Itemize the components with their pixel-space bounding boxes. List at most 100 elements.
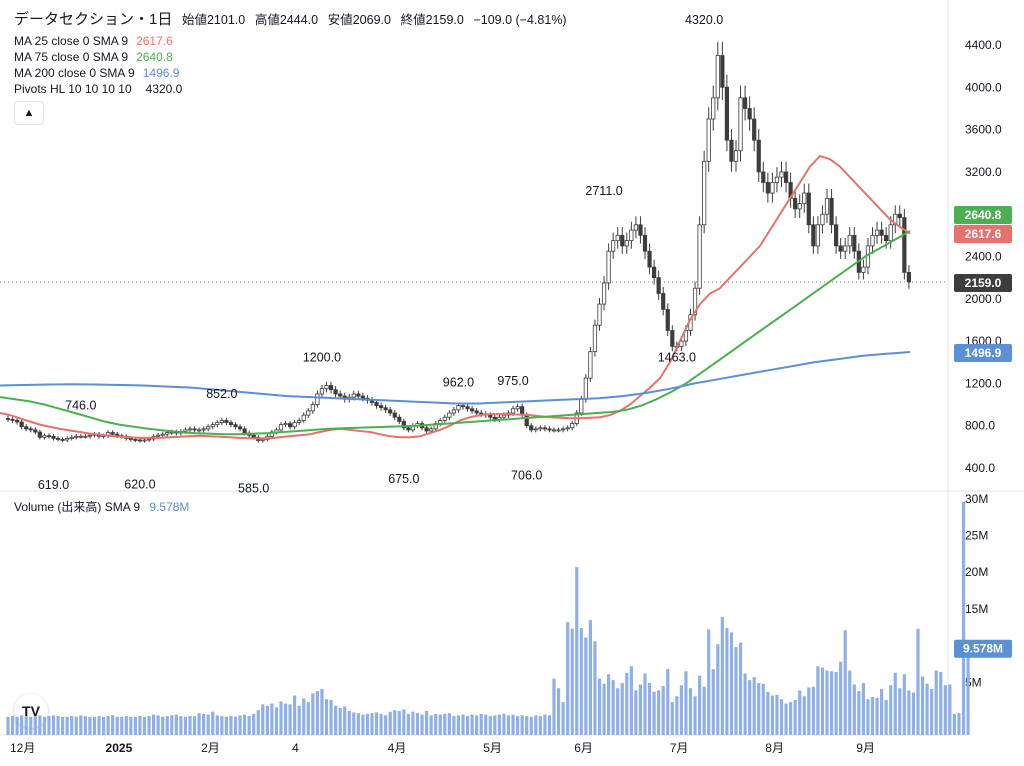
legend-pivots[interactable]: Pivots HL 10 10 10 10 4320.0 [14, 81, 182, 97]
collapse-legend-button[interactable]: ▲ [14, 101, 44, 125]
volume-bar [461, 714, 465, 735]
candle-body [46, 435, 52, 438]
volume-bar [688, 688, 693, 735]
candle-body [570, 423, 575, 429]
legend-ma25[interactable]: MA 25 close 0 SMA 9 2617.6 [14, 33, 173, 49]
legend-ma25-value: 2617.6 [136, 34, 173, 48]
chart-title: データセクション・1日 始値2101.0 高値2444.0 安値2069.0 終… [14, 8, 567, 29]
volume-bar [343, 706, 347, 735]
candle-body [606, 250, 611, 284]
volume-bar [843, 630, 847, 735]
candle-body [633, 224, 639, 231]
candle-body [187, 428, 193, 431]
volume-bar [825, 670, 829, 735]
volume-bar [579, 627, 583, 735]
volume-bar [625, 672, 629, 735]
candle-body [474, 410, 479, 414]
pivot-label: 2711.0 [585, 184, 622, 198]
tradingview-logo-icon[interactable]: TV [14, 694, 48, 728]
candle-body [224, 420, 229, 423]
ma-line-ma200 [0, 351, 911, 405]
volume-bar [165, 716, 169, 735]
volume-bar [720, 616, 724, 735]
legend-ma75[interactable]: MA 75 close 0 SMA 9 2640.8 [14, 49, 173, 65]
candle-body [65, 437, 70, 441]
price-tick-label: 4400.0 [965, 38, 1002, 52]
candle-body [78, 435, 83, 438]
candle-body [897, 213, 902, 218]
volume-bar [138, 716, 142, 735]
candle-body [711, 97, 716, 120]
candle-body [884, 234, 889, 242]
legend-ma200[interactable]: MA 200 close 0 SMA 9 1496.9 [14, 65, 179, 81]
candle-body [133, 439, 138, 441]
candle-body [815, 224, 821, 247]
candle-body [697, 224, 702, 289]
volume-bar [38, 715, 42, 735]
volume-legend[interactable]: Volume (出来高) SMA 9 9.578M [14, 498, 189, 515]
volume-bar [839, 661, 843, 735]
volume-bar [834, 672, 838, 735]
volume-bar [179, 716, 183, 735]
volume-bar [220, 716, 224, 735]
volume-bar [738, 642, 743, 735]
candle-body [665, 308, 670, 331]
candle-body [392, 412, 397, 418]
volume-bar [939, 672, 943, 735]
volume-bar [952, 713, 956, 735]
volume-bar [752, 677, 756, 735]
volume-bar [930, 688, 934, 735]
volume-bar [789, 702, 793, 735]
volume-bar [24, 716, 28, 735]
candle-body [802, 192, 807, 205]
candle-body [5, 418, 11, 420]
volume-bar [6, 716, 10, 735]
price-badge-label: 2640.8 [965, 208, 1002, 222]
volume-bar [33, 716, 37, 735]
volume-bar [111, 715, 115, 735]
volume-bar [957, 713, 961, 735]
candle-body [638, 224, 643, 236]
volume-bar [820, 667, 825, 735]
candle-body [338, 393, 343, 397]
volume-bar [274, 707, 279, 735]
candle-body [83, 435, 88, 438]
volume-bar [161, 716, 165, 735]
candle-body [283, 423, 288, 426]
volume-bar [502, 713, 506, 735]
candle-body [146, 438, 152, 441]
volume-bar [397, 710, 401, 735]
volume-bar [807, 687, 811, 735]
candle-body [611, 240, 616, 252]
volume-bar [293, 695, 297, 735]
volume-bar [647, 683, 652, 735]
candle-body [356, 393, 361, 397]
volume-bar [829, 671, 834, 735]
volume-bar [283, 703, 288, 735]
volume-bar [566, 622, 570, 735]
candle-body [24, 426, 29, 430]
volume-bar [402, 709, 406, 735]
candle-body [761, 171, 766, 183]
candle-body [128, 437, 133, 440]
time-tick-label: 5月 [483, 741, 502, 755]
volume-bar [288, 704, 292, 735]
price-badge-label: 2617.6 [965, 227, 1002, 241]
volume-bar [347, 710, 351, 735]
candle-body [838, 245, 843, 252]
volume-bar [97, 716, 101, 735]
candle-body [551, 429, 557, 432]
volume-bar [133, 716, 137, 735]
legend-ma200-label: MA 200 close 0 SMA 9 [14, 66, 135, 80]
volume-bar [770, 695, 774, 735]
candle-body [561, 428, 566, 431]
legend-ma25-label: MA 25 close 0 SMA 9 [14, 34, 129, 48]
candle-body [333, 389, 338, 395]
volume-bar [857, 691, 861, 735]
time-tick-label: 4 [292, 741, 299, 755]
volume-bar [870, 696, 875, 735]
candle-body [765, 182, 770, 194]
candle-body [260, 439, 265, 441]
volume-bar [10, 716, 15, 735]
